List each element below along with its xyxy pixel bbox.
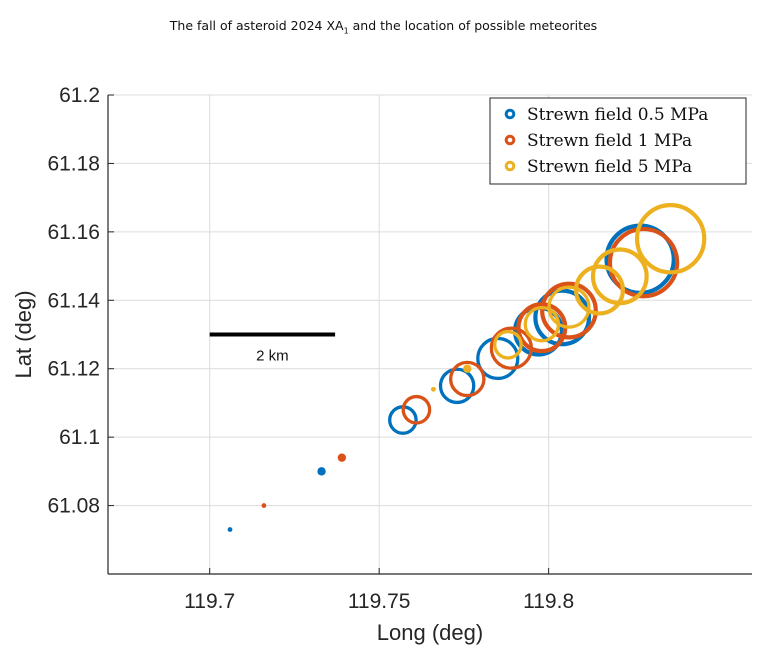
legend-label: Strewn field 5 MPa <box>527 157 692 177</box>
y-tick-label: 61.14 <box>47 289 100 312</box>
legend-marker <box>504 160 516 172</box>
data-point <box>533 288 592 347</box>
x-axis-label: Long (deg) <box>377 620 483 645</box>
y-tick-label: 61.12 <box>47 358 100 381</box>
data-point <box>261 503 267 508</box>
data-point <box>463 364 472 373</box>
y-tick-label: 61.2 <box>59 84 100 107</box>
y-tick-label: 61.16 <box>47 221 100 244</box>
data-point <box>634 203 707 275</box>
y-tick-label: 61.08 <box>47 495 100 518</box>
y-tick-label: 61.1 <box>59 426 100 449</box>
data-point <box>547 285 591 329</box>
data-point <box>449 360 486 398</box>
data-point <box>590 247 649 306</box>
legend-label: Strewn field 1 MPa <box>527 131 692 151</box>
x-tick-label: 119.7 <box>184 590 235 613</box>
y-axis-label: Lat (deg) <box>11 290 36 378</box>
legend-marker <box>504 108 516 120</box>
scale-bar-label: 2 km <box>256 348 289 365</box>
legend-box <box>489 97 747 185</box>
data-point <box>540 281 598 340</box>
data-point <box>607 226 680 299</box>
y-tick-label: 61.18 <box>47 152 100 175</box>
data-point <box>430 386 436 392</box>
x-tick-label: 119.8 <box>523 590 574 613</box>
data-point <box>493 329 523 360</box>
chart-title: The fall of asteroid 2024 XA1 and the lo… <box>169 18 598 36</box>
legend-label: Strewn field 0.5 MPa <box>527 105 708 125</box>
data-point <box>317 467 326 476</box>
data-point <box>573 264 625 316</box>
data-point <box>227 527 233 532</box>
data-point <box>438 367 476 405</box>
data-point <box>401 394 432 425</box>
data-point <box>337 453 347 462</box>
legend-marker <box>504 134 516 146</box>
x-tick-label: 119.75 <box>348 590 411 613</box>
